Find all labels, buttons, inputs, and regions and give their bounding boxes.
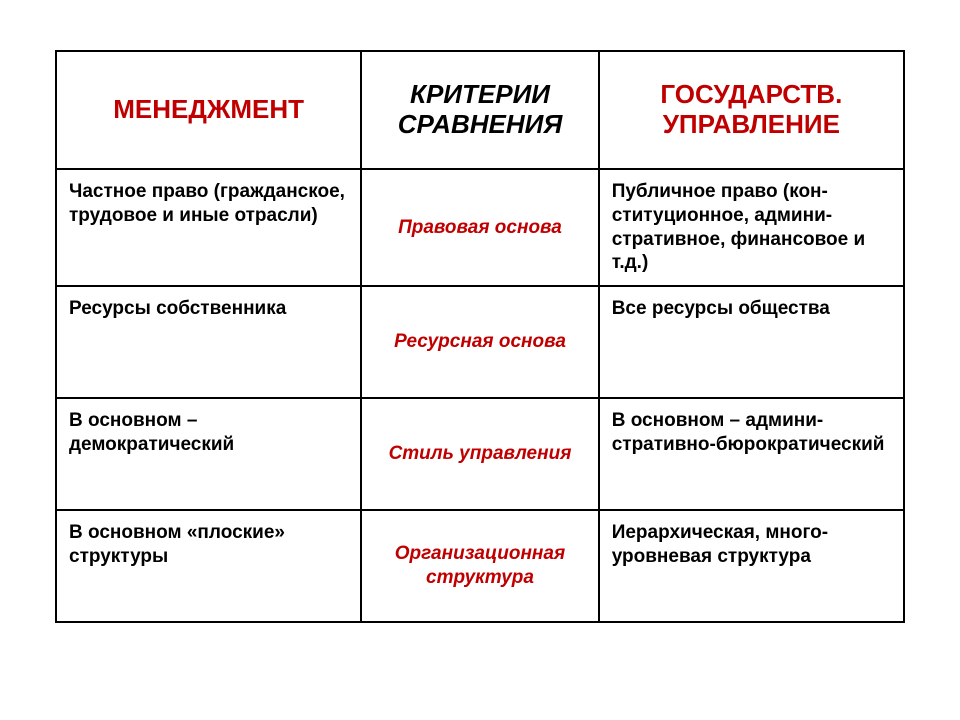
cell-left: В основном – демократический bbox=[56, 398, 361, 510]
cell-mid: Ресурсная основа bbox=[361, 286, 598, 398]
header-text-criteria: КРИТЕРИИ СРАВНЕНИЯ bbox=[374, 80, 585, 140]
cell-text: Ресурсы собственника bbox=[69, 297, 348, 321]
page: МЕНЕДЖМЕНТ КРИТЕРИИ СРАВНЕНИЯ ГОСУДАРСТВ… bbox=[0, 0, 960, 720]
cell-text: Стиль управления bbox=[374, 442, 585, 466]
cell-text: Все ресурсы общества bbox=[612, 297, 891, 321]
table-row: Ресурсы собственника Ресурсная основа Вс… bbox=[56, 286, 904, 398]
cell-right: Иерархическая, много­уровневая структура bbox=[599, 510, 904, 622]
cell-right: Публичное право (кон­ституционное, админ… bbox=[599, 169, 904, 286]
cell-text: В основном – демократический bbox=[69, 409, 348, 457]
cell-text: Иерархическая, много­уровневая структура bbox=[612, 521, 891, 569]
comparison-table: МЕНЕДЖМЕНТ КРИТЕРИИ СРАВНЕНИЯ ГОСУДАРСТВ… bbox=[55, 50, 905, 623]
cell-text: Ресурсная основа bbox=[374, 330, 585, 354]
cell-mid: Организацион­ная структура bbox=[361, 510, 598, 622]
cell-mid: Стиль управления bbox=[361, 398, 598, 510]
header-text-state-admin: ГОСУДАРСТВ. УПРАВЛЕНИЕ bbox=[612, 80, 891, 140]
cell-right: В основном – админи­стративно-бюрократи­… bbox=[599, 398, 904, 510]
cell-text: Публичное право (кон­ституционное, админ… bbox=[612, 180, 891, 275]
table-header-row: МЕНЕДЖМЕНТ КРИТЕРИИ СРАВНЕНИЯ ГОСУДАРСТВ… bbox=[56, 51, 904, 169]
cell-left: Частное право (гражданс­кое, трудовое и … bbox=[56, 169, 361, 286]
cell-mid: Правовая основа bbox=[361, 169, 598, 286]
cell-left: Ресурсы собственника bbox=[56, 286, 361, 398]
cell-right: Все ресурсы общества bbox=[599, 286, 904, 398]
header-cell-criteria: КРИТЕРИИ СРАВНЕНИЯ bbox=[361, 51, 598, 169]
cell-text: В основном – админи­стративно-бюрократи­… bbox=[612, 409, 891, 457]
cell-text: Организацион­ная структура bbox=[374, 542, 585, 590]
cell-left: В основном «плоские» структуры bbox=[56, 510, 361, 622]
header-cell-management: МЕНЕДЖМЕНТ bbox=[56, 51, 361, 169]
header-cell-state-admin: ГОСУДАРСТВ. УПРАВЛЕНИЕ bbox=[599, 51, 904, 169]
table-row: В основном – демократический Стиль управ… bbox=[56, 398, 904, 510]
header-text-management: МЕНЕДЖМЕНТ bbox=[69, 95, 348, 125]
table-row: В основном «плоские» структуры Организац… bbox=[56, 510, 904, 622]
cell-text: В основном «плоские» структуры bbox=[69, 521, 348, 569]
table-row: Частное право (гражданс­кое, трудовое и … bbox=[56, 169, 904, 286]
cell-text: Частное право (гражданс­кое, трудовое и … bbox=[69, 180, 348, 228]
cell-text: Правовая основа bbox=[374, 216, 585, 240]
